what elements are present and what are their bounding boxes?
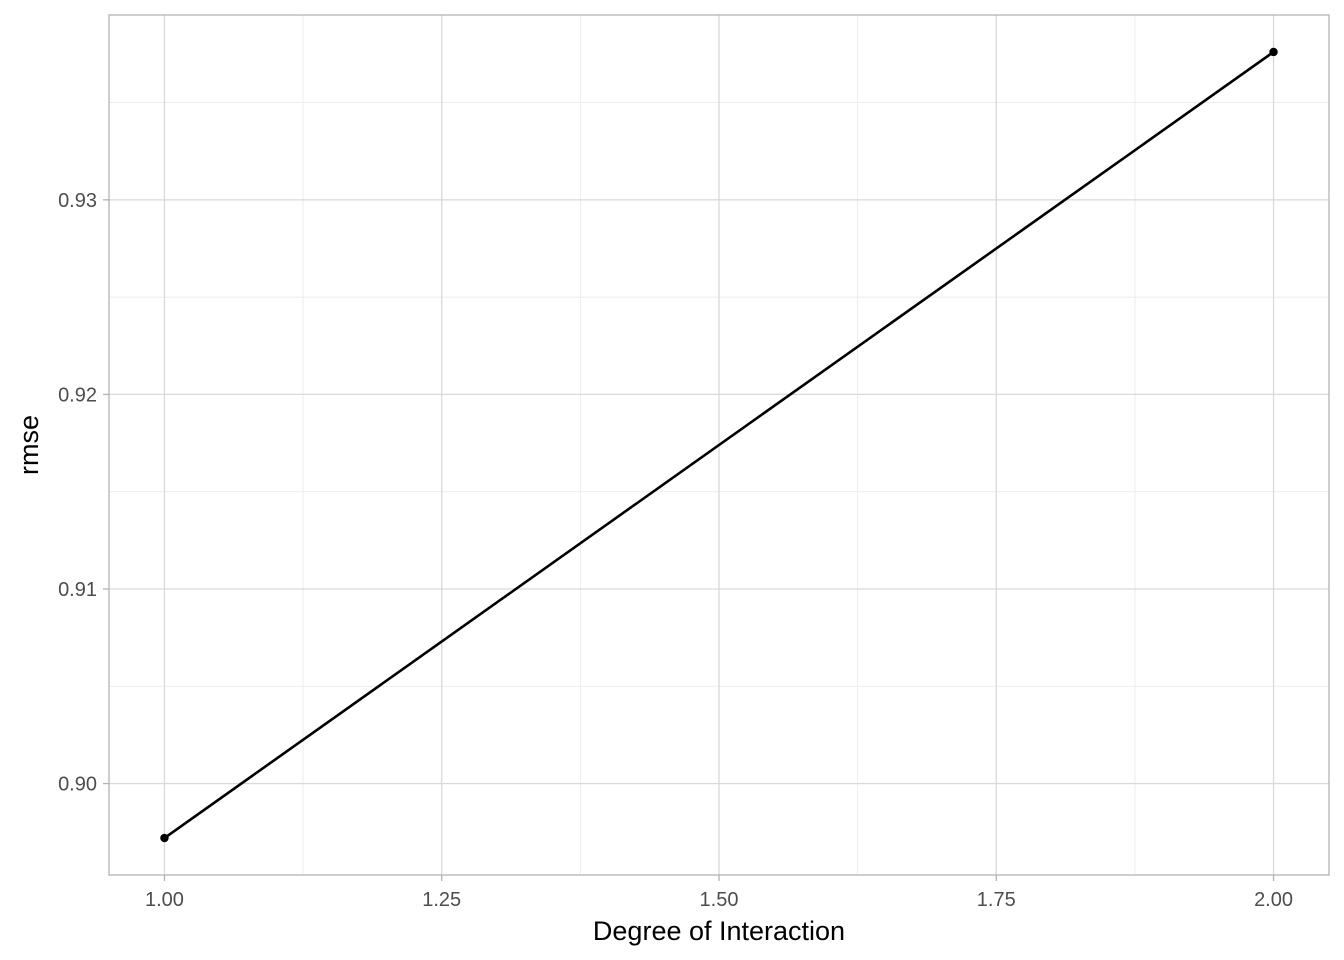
y-tick-label: 0.91: [58, 579, 97, 601]
x-tick-label: 1.00: [145, 889, 184, 911]
y-tick-label: 0.93: [58, 190, 97, 212]
series-line: [163, 50, 1275, 840]
series-layer: [160, 47, 1278, 843]
data-point: [160, 833, 169, 843]
x-tick-label: 1.50: [700, 889, 739, 911]
axis-ticks: 1.00 1.25 1.50 1.75 2.00 0.90 0.91 0.92 0.93: [58, 190, 1293, 911]
x-tick-label: 1.75: [977, 889, 1016, 911]
y-axis-title: rmse: [14, 415, 44, 475]
x-tick-label: 2.00: [1254, 889, 1293, 911]
x-tick-label: 1.25: [422, 889, 461, 911]
y-tick-label: 0.92: [58, 384, 97, 406]
y-tick-label: 0.90: [58, 774, 97, 796]
x-axis-title: Degree of Interaction: [593, 916, 845, 946]
data-point: [1269, 47, 1278, 57]
